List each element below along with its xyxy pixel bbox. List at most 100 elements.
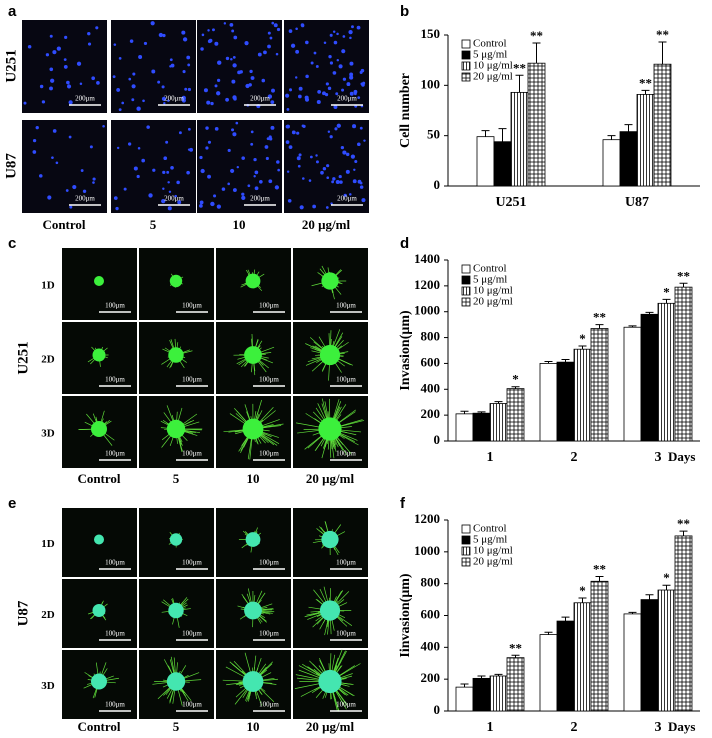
nucleus <box>332 30 336 33</box>
scale-bar-label: 100μm <box>336 450 356 458</box>
scale-bar-label: 100μm <box>259 630 279 638</box>
nucleus <box>72 184 77 190</box>
nucleus <box>273 23 278 28</box>
nucleus <box>269 36 273 40</box>
legend-label: Control <box>473 38 507 50</box>
nucleus <box>249 69 253 74</box>
nucleus <box>288 29 293 33</box>
nucleus <box>241 156 245 160</box>
error-bar <box>498 128 507 142</box>
error-bar <box>595 324 604 329</box>
bar <box>590 580 609 712</box>
legend-swatch <box>461 61 471 71</box>
nucleus <box>290 43 296 48</box>
nucleus <box>352 124 357 129</box>
nucleus <box>288 88 293 92</box>
y-axis-label: Invasion(μm) <box>398 310 413 391</box>
nucleus <box>132 72 136 76</box>
nucleus <box>177 200 182 205</box>
error-bar <box>494 401 503 404</box>
nucleus <box>267 94 273 99</box>
bar <box>640 599 659 712</box>
panel-label: e <box>8 495 16 512</box>
nucleus <box>166 170 170 174</box>
y-tick-label: 0 <box>434 702 441 717</box>
bar <box>640 313 659 442</box>
nucleus <box>150 21 155 26</box>
nucleus <box>241 192 245 196</box>
nucleus <box>333 40 338 45</box>
nucleus <box>92 177 96 181</box>
nucleus <box>299 205 304 210</box>
nucleus <box>305 40 309 45</box>
nucleus <box>51 156 54 159</box>
x-tick-label: 2 <box>571 450 578 465</box>
nucleus <box>287 198 292 203</box>
y-tick-label: 50 <box>427 127 440 142</box>
nucleus <box>187 63 191 67</box>
nucleus <box>257 52 262 57</box>
nucleus <box>275 52 279 56</box>
nucleus <box>327 130 331 133</box>
micrograph <box>22 120 107 213</box>
nucleus <box>259 179 263 184</box>
spheroid <box>91 421 107 437</box>
y-tick-label: 200 <box>421 406 441 421</box>
nucleus <box>63 65 68 69</box>
row-label: 2D <box>41 354 55 366</box>
row-label: 2D <box>41 609 55 621</box>
nucleus <box>55 161 59 165</box>
x-axis-label: Days <box>668 449 695 464</box>
nucleus <box>205 146 209 150</box>
legend-label: 20 μg/ml <box>473 556 513 568</box>
nucleus <box>45 53 50 57</box>
nucleus <box>116 88 121 92</box>
error-bar <box>578 345 587 350</box>
nucleus <box>353 168 356 171</box>
nucleus <box>354 159 358 164</box>
nucleus <box>330 202 333 205</box>
scale-bar-label: 200μm <box>164 195 184 203</box>
x-tick-label: 2 <box>571 720 578 735</box>
bar <box>472 677 491 712</box>
nucleus <box>316 100 321 105</box>
nucleus <box>295 76 298 79</box>
nucleus <box>253 157 257 162</box>
nucleus <box>170 165 174 170</box>
nucleus <box>49 67 54 72</box>
legend-swatch <box>461 546 471 556</box>
nucleus <box>350 154 356 159</box>
nucleus <box>343 193 347 197</box>
nucleus <box>315 65 319 68</box>
nucleus <box>65 189 69 192</box>
row-label: 1D <box>41 538 55 550</box>
column-label: Control <box>42 217 85 232</box>
nucleus <box>263 50 267 55</box>
spheroid <box>319 344 341 366</box>
legend-swatch <box>461 72 471 82</box>
scale-bar-label: 100μm <box>336 559 356 567</box>
error-bar <box>679 530 688 536</box>
nucleus <box>313 51 317 55</box>
error-bar <box>460 410 469 414</box>
scale-bar-label: 100μm <box>259 559 279 567</box>
nucleus <box>214 41 219 46</box>
spheroid <box>168 347 184 363</box>
bar <box>476 136 495 187</box>
nucleus <box>115 206 119 211</box>
nucleus <box>323 41 327 44</box>
nucleus <box>345 152 350 157</box>
nucleus <box>203 88 208 93</box>
scale-bar-label: 100μm <box>259 302 279 310</box>
nucleus <box>298 94 302 99</box>
nucleus <box>163 102 166 105</box>
spheroid <box>319 600 341 621</box>
nucleus <box>362 81 366 85</box>
spheroid <box>166 419 186 439</box>
nucleus <box>353 92 357 96</box>
nucleus <box>79 82 83 85</box>
nucleus <box>162 33 166 38</box>
spheroid <box>318 417 342 441</box>
significance: ** <box>513 60 526 75</box>
nucleus <box>231 128 235 132</box>
